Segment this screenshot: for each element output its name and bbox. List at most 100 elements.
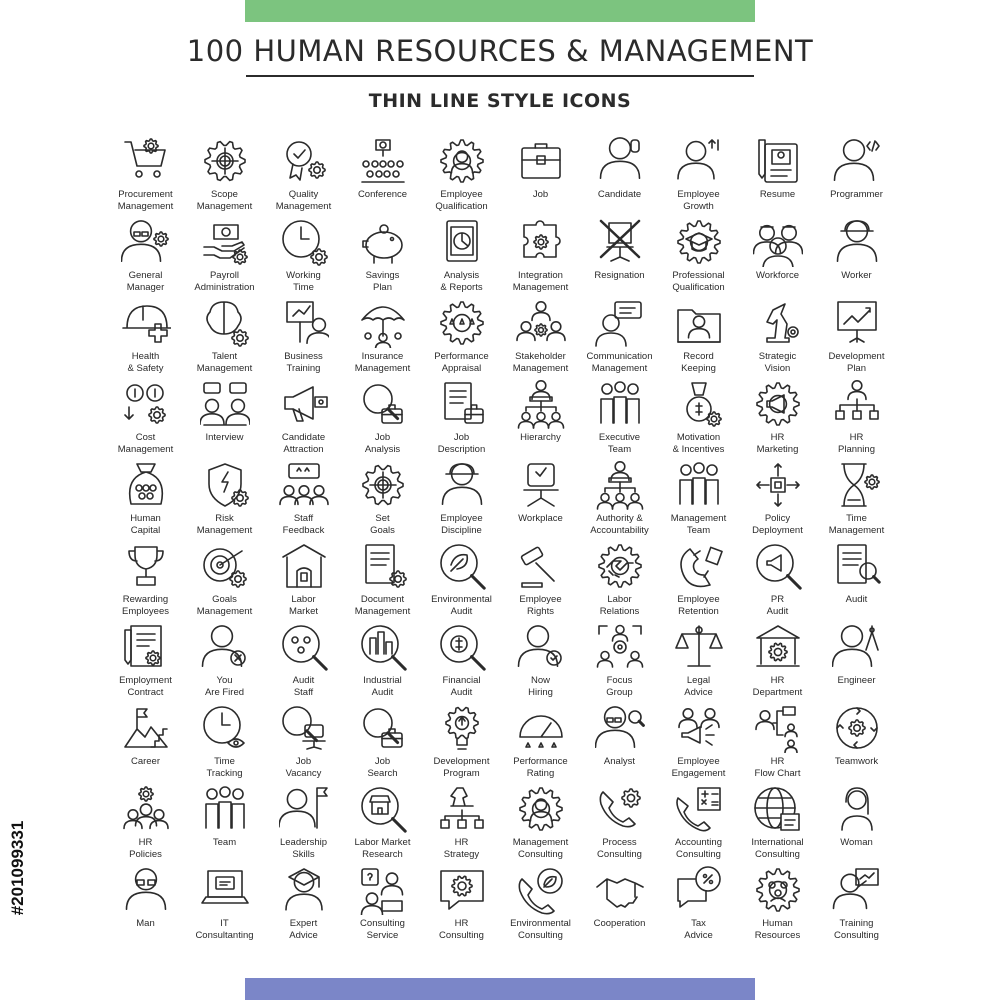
- icon-label-line: Record: [683, 351, 714, 362]
- icon-tile: Quality Management: [264, 134, 343, 215]
- icon-label-line: Financial: [442, 675, 481, 686]
- icon-label: Job Analysis: [337, 432, 428, 455]
- people-gear-icon: [123, 786, 169, 830]
- icon-label: Audit Staff: [258, 675, 349, 698]
- icon-label-line: Time: [293, 281, 314, 293]
- interview-icon: [200, 382, 250, 426]
- icon-tile: HR Policies: [106, 782, 185, 863]
- icon-label-line: Management: [354, 605, 411, 617]
- icon-tile: Audit: [817, 539, 896, 620]
- icon-label-line: HR: [454, 918, 469, 929]
- icon-label-line: Hiring: [528, 686, 553, 698]
- icon-label: Environmental Consulting: [495, 918, 586, 941]
- icon-tile: General Manager: [106, 215, 185, 296]
- person-check-icon: [517, 625, 562, 667]
- icon-tile: Goals Management: [185, 539, 264, 620]
- icon-label-line: Candidate: [281, 432, 326, 443]
- conference-icon: [361, 139, 405, 183]
- icon-tile: Savings Plan: [343, 215, 422, 296]
- icon-tile: Process Consulting: [580, 782, 659, 863]
- icon-tile: HR Consulting: [422, 863, 501, 944]
- icon-label-line: Tracking: [206, 767, 243, 779]
- icon-label-line: General: [128, 270, 163, 281]
- icon-label-line: PR: [770, 594, 785, 605]
- icon-label: Financial Audit: [416, 675, 507, 698]
- icon-label-line: Management: [354, 362, 411, 374]
- icon-tile: Document Management: [343, 539, 422, 620]
- icon-label: Focus Group: [574, 675, 665, 698]
- icon-label-line: Job: [295, 756, 312, 767]
- puzzle-gear-icon: [523, 220, 561, 258]
- icon-label-line: Plan: [846, 362, 866, 374]
- office-chair-icon: [523, 463, 559, 507]
- stakeholders-icon: [516, 301, 566, 342]
- trophy-icon: [128, 546, 164, 586]
- icon-label: Hierarchy: [495, 432, 586, 444]
- icon-tile: Cooperation: [580, 863, 659, 944]
- icon-label-line: Rights: [527, 605, 554, 617]
- icon-label-line: Analysis: [364, 443, 401, 455]
- megaphone-icon: [284, 386, 328, 422]
- icon-label-line: Engineer: [837, 675, 876, 686]
- icon-tile: Insurance Management: [343, 296, 422, 377]
- icon-tile: Job: [501, 134, 580, 215]
- icon-label: Labor Market: [258, 594, 349, 617]
- icon-label: Staff Feedback: [258, 513, 349, 536]
- chess-hierarchy-icon: [440, 787, 484, 829]
- document-magnifier-icon: [837, 544, 881, 584]
- icon-label: Risk Management: [179, 513, 270, 536]
- icon-label-line: Employee: [677, 189, 720, 200]
- icon-tile: Cost Management: [106, 377, 185, 458]
- icon-label-line: Goals: [370, 524, 395, 536]
- icon-label: Professional Qualification: [653, 270, 744, 293]
- icon-label-line: Talent: [211, 351, 238, 362]
- phone-calc-icon: [676, 787, 721, 832]
- icon-label: Legal Advice: [653, 675, 744, 698]
- icon-label-line: Are Fired: [204, 686, 245, 698]
- bag-people-icon: [128, 463, 164, 505]
- top-color-bar: [245, 0, 755, 22]
- icon-label: Authority & Accountability: [574, 513, 665, 536]
- person-board-icon: [832, 868, 879, 910]
- icon-label-line: Job: [374, 756, 391, 767]
- gear-target-icon: [204, 140, 246, 182]
- team-icon: [205, 786, 245, 829]
- icon-label: Workforce: [732, 270, 823, 282]
- icon-tile: Now Hiring: [501, 620, 580, 701]
- icon-label-line: Human: [130, 513, 161, 524]
- icon-label-line: Retention: [678, 605, 719, 617]
- gear-stars-icon: [440, 301, 484, 345]
- icon-label: Job: [495, 189, 586, 201]
- icon-tile: Environmental Audit: [422, 539, 501, 620]
- icon-label-line: Team: [686, 524, 711, 536]
- person-growth-icon: [677, 139, 719, 180]
- icon-label-line: Management: [196, 605, 253, 617]
- icon-label-line: Rating: [526, 767, 555, 779]
- icon-label-line: Management: [196, 362, 253, 374]
- icon-tile: Teamwork: [817, 701, 896, 782]
- icon-label-line: IT: [220, 918, 229, 929]
- icon-label-line: Risk: [215, 513, 234, 524]
- icon-label: Performance Appraisal: [416, 351, 507, 374]
- laptop-chat-icon: [201, 870, 249, 904]
- icon-label-line: Qualification: [435, 200, 488, 212]
- gauge-icon: [519, 715, 563, 748]
- icon-label-line: Quality: [288, 189, 319, 200]
- icon-label: Human Resources: [732, 918, 823, 941]
- icon-tile: Resignation: [580, 215, 659, 296]
- clock-eye-icon: [203, 706, 245, 748]
- icon-label: Executive Team: [574, 432, 665, 455]
- team-icon: [679, 462, 719, 505]
- icon-tile: Labor Market: [264, 539, 343, 620]
- icon-tile: Performance Rating: [501, 701, 580, 782]
- icon-label: Cost Management: [100, 432, 191, 455]
- icon-label-line: Manager: [126, 281, 165, 293]
- icon-tile: Development Plan: [817, 296, 896, 377]
- icon-tile: Interview: [185, 377, 264, 458]
- icon-label-line: Training: [286, 362, 321, 374]
- icon-label-line: Management: [512, 837, 569, 848]
- icon-label-line: Advice: [289, 929, 318, 941]
- icon-label: HR Marketing: [732, 432, 823, 455]
- icon-label: Employee Engagement: [653, 756, 744, 779]
- icon-label: Performance Rating: [495, 756, 586, 779]
